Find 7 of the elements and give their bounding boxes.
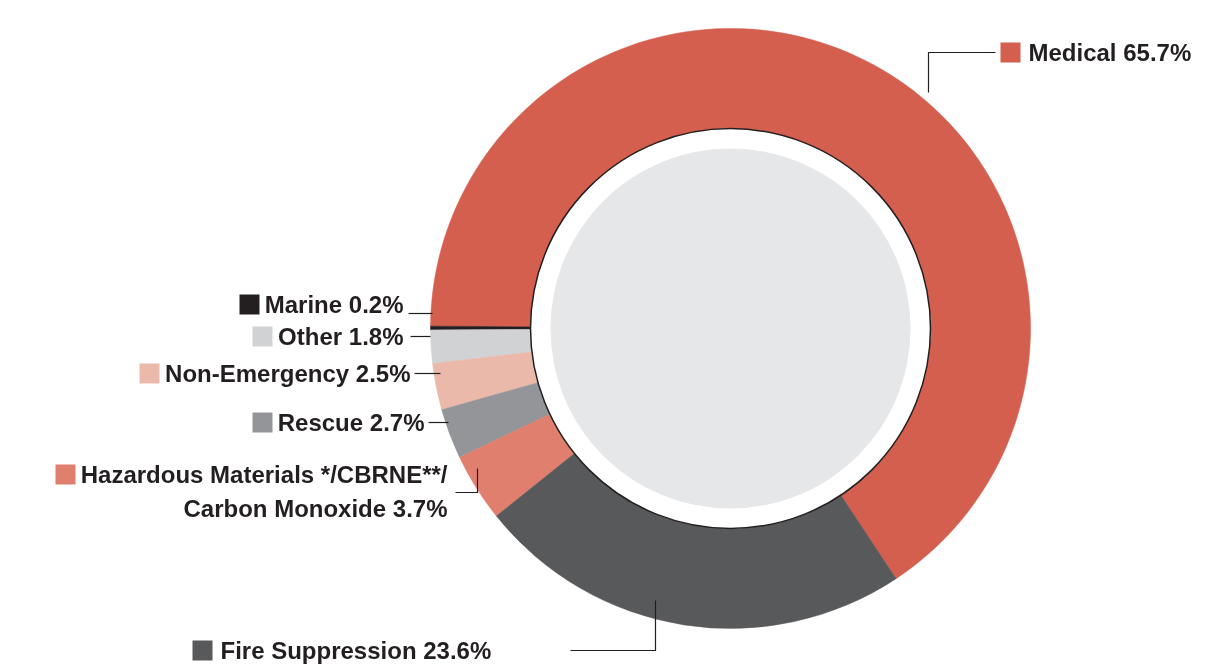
legend-label: Other 1.8% bbox=[278, 323, 404, 350]
legend-label: Fire Suppression 23.6% bbox=[220, 637, 492, 664]
legend-label: Non-Emergency 2.5% bbox=[165, 360, 411, 387]
legend-label: Hazardous Materials */CBRNE**/ Carbon Monoxide 3.7% bbox=[80, 461, 448, 522]
legend-label: Medical 65.7% bbox=[1028, 39, 1192, 66]
legend-label: Rescue 2.7% bbox=[277, 409, 425, 436]
legend-label: Marine 0.2% bbox=[264, 291, 404, 318]
